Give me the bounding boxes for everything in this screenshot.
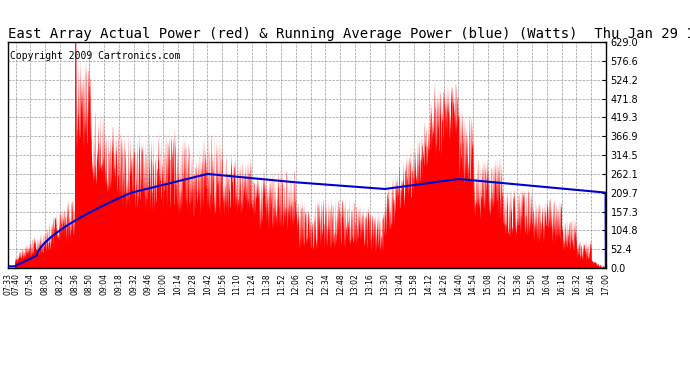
Text: East Array Actual Power (red) & Running Average Power (blue) (Watts)  Thu Jan 29: East Array Actual Power (red) & Running … — [8, 27, 690, 41]
Text: Copyright 2009 Cartronics.com: Copyright 2009 Cartronics.com — [10, 51, 180, 61]
